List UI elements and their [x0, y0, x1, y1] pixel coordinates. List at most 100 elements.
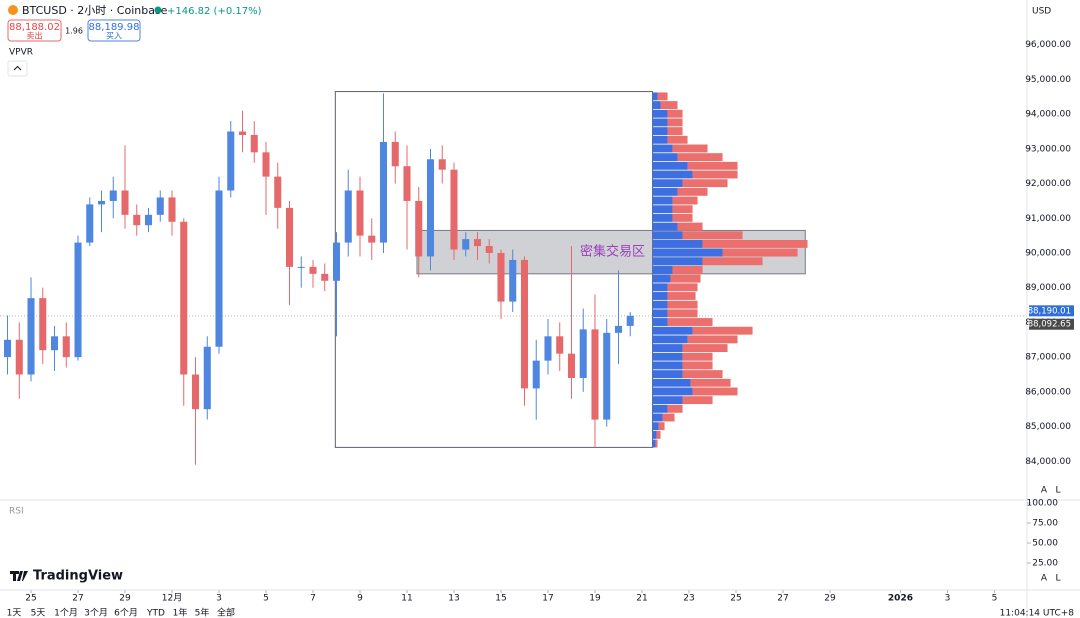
profile-buy	[652, 127, 668, 136]
range-button[interactable]: 1天	[7, 609, 22, 618]
range-button[interactable]: 5年	[195, 607, 210, 618]
profile-buy	[652, 404, 668, 413]
y-tick-label: 86,000.00	[1025, 387, 1071, 397]
candle-body	[227, 131, 235, 191]
y-tick-label: 95,000.00	[1025, 75, 1071, 85]
price-label-bg	[1029, 318, 1074, 330]
axis-button[interactable]: A	[1041, 574, 1048, 584]
profile-buy	[652, 213, 673, 222]
y-tick-label: 85,000.00	[1025, 422, 1071, 432]
profile-buy	[652, 326, 693, 335]
axis-button[interactable]: L	[1055, 574, 1060, 584]
profile-sell	[682, 352, 713, 361]
profile-buy	[652, 318, 668, 326]
candle-body	[556, 336, 564, 354]
profile-sell	[682, 361, 713, 370]
profile-sell	[692, 170, 738, 179]
y-tick-label: 91,000.00	[1025, 214, 1071, 224]
profile-sell	[690, 378, 731, 387]
y-tick-label: 93,000.00	[1025, 144, 1071, 154]
candle-body	[379, 141, 388, 243]
currency[interactable]: USD	[1032, 7, 1051, 17]
x-tick-label: 21	[636, 594, 647, 604]
sell-button[interactable]	[7, 19, 62, 42]
candle-body	[520, 259, 529, 389]
profile-buy	[652, 196, 673, 205]
axis-button[interactable]: A	[1041, 486, 1048, 496]
profile-sell	[692, 387, 738, 396]
profile-buy	[652, 266, 673, 274]
btc-logo	[8, 5, 18, 15]
profile-sell	[657, 92, 668, 101]
x-tick-label: 27	[777, 594, 788, 604]
profile-buy	[652, 109, 668, 118]
candle-body	[603, 332, 611, 420]
collapse-icon	[13, 65, 22, 71]
candle-body	[156, 197, 164, 215]
candle-body	[567, 353, 576, 378]
brand-name: TradingView	[33, 569, 123, 584]
collapse-button[interactable]	[7, 60, 28, 77]
x-tick-label: 27	[72, 594, 83, 604]
candle-body	[86, 204, 94, 243]
y-tick-label: 89,000.00	[1025, 283, 1071, 293]
range-button[interactable]: 6个月	[114, 608, 138, 618]
profile-sell	[672, 213, 693, 222]
profile-sell	[667, 283, 698, 292]
buy-button[interactable]	[87, 19, 141, 42]
y-tick-label: 84,000.00	[1025, 457, 1071, 467]
x-tick-label: 2026	[888, 594, 913, 604]
axis-button[interactable]: L	[1055, 486, 1060, 496]
candle-body	[614, 325, 623, 333]
candle-body	[332, 242, 341, 281]
price-label: 88,190.01	[1028, 306, 1071, 316]
x-tick-label: 9	[357, 594, 363, 604]
profile-sell	[667, 109, 683, 118]
range-button[interactable]: 全部	[217, 607, 235, 618]
x-tick-label: 7	[310, 594, 316, 604]
profile-buy	[652, 387, 693, 396]
profile-buy	[652, 135, 668, 144]
profile-buy	[652, 153, 678, 162]
profile-sell	[667, 118, 683, 127]
range-button[interactable]: 1年	[173, 607, 188, 618]
candle-body	[356, 190, 364, 236]
x-tick-label: 25	[25, 594, 36, 604]
profile-sell	[677, 222, 703, 231]
x-tick-label: 11	[401, 594, 412, 604]
range-button[interactable]: 3个月	[84, 608, 108, 618]
profile-sell	[682, 179, 728, 188]
profile-buy	[652, 170, 693, 179]
profile-sell	[682, 396, 713, 405]
profile-buy	[652, 370, 683, 379]
profile-sell	[677, 187, 708, 196]
candle-body	[168, 197, 176, 222]
sell-label: 卖出	[27, 31, 43, 41]
profile-buy	[652, 283, 668, 292]
price-change: +146.82 (+0.17%)	[167, 6, 262, 17]
x-tick-label: 3	[945, 594, 951, 604]
x-tick-label: 15	[495, 594, 506, 604]
profile-buy	[652, 378, 691, 387]
y-tick-label: 94,000.00	[1025, 110, 1071, 120]
profile-sell	[667, 135, 688, 144]
profile-sell	[655, 439, 658, 448]
profile-sell	[667, 127, 683, 136]
candle-body	[485, 246, 493, 253]
candle-body	[438, 159, 446, 170]
rsi-label: RSI	[9, 507, 24, 517]
range-button[interactable]: YTD	[146, 609, 165, 618]
profile-buy	[652, 257, 703, 266]
x-tick-label: 23	[683, 594, 694, 604]
profile-buy	[652, 309, 668, 318]
candle-body	[321, 273, 329, 281]
rsi-tick-label: 50.00	[1032, 539, 1058, 549]
candle-body	[39, 298, 47, 351]
profile-sell	[658, 422, 665, 431]
range-button[interactable]: 1个月	[54, 608, 78, 618]
indicator-name: VPVR	[9, 48, 33, 58]
clock: 11:04:14 UTC+8	[1000, 609, 1075, 618]
candle-body	[309, 266, 317, 274]
range-button[interactable]: 5天	[31, 609, 46, 618]
x-tick-label: 12月	[162, 593, 182, 604]
